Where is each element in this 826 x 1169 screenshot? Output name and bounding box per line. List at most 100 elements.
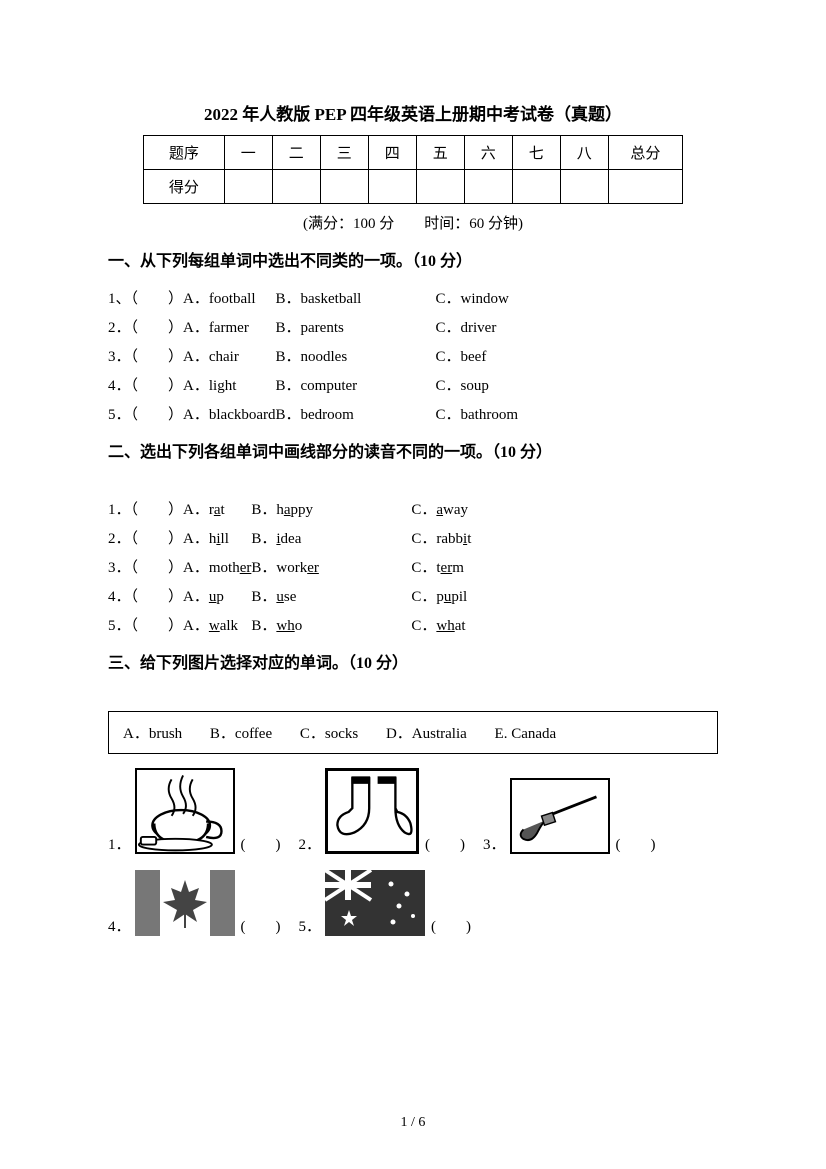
opt-c: C．what [411,610,718,639]
score-cell[interactable] [224,170,272,204]
opt-a: A．farmer [183,320,249,336]
coffee-cup-icon [135,768,235,854]
score-table: 题序 一 二 三 四 五 六 七 八 总分 得分 [143,135,683,204]
col-1: 一 [224,136,272,170]
pic-item-3: 3． ( ) [483,778,656,854]
pic-num-4: 4． [108,915,131,936]
word-d: D．Australia [386,726,467,742]
opt-a: A．mother [183,560,251,576]
australia-flag-icon [325,870,425,936]
q-row: 5．（ ）A．blackboard B．bedroom C．bathroom [108,399,718,428]
word-e: E. Canada [495,726,557,742]
opt-a: A．up [183,589,224,605]
opt-b: B．bedroom [276,399,436,428]
pic-item-4: 4． ( ) [108,870,281,936]
answer-blank[interactable]: ( ) [616,833,656,854]
row2-label: 得分 [144,170,225,204]
opt-c: C．away [411,494,718,523]
q-row: 2．（ ）A．hillB．ideaC．rabbit [108,523,718,552]
col-7: 七 [512,136,560,170]
q-num: 4． [108,589,131,605]
section3-header: 三、给下列图片选择对应的单词。（10 分） [108,649,718,673]
score-cell[interactable] [512,170,560,204]
picture-row-1: 1． ( ) 2． ( ) [108,768,718,860]
opt-b: B．happy [251,494,411,523]
answer-blank[interactable]: ( ) [241,915,281,936]
col-4: 四 [368,136,416,170]
score-cell[interactable] [464,170,512,204]
word-c: C．socks [300,726,358,742]
q-num: 2． [108,531,131,547]
opt-b: B．idea [251,523,411,552]
q-row: 3．（ ）A．motherB．workerC．term [108,552,718,581]
word-bank-box: A．brush B．coffee C．socks D．Australia E. … [108,711,718,754]
opt-a: A．football [183,291,256,307]
canada-flag-icon [135,870,235,936]
opt-c: C．pupil [411,581,718,610]
q-num: 4． [108,378,131,394]
q-num: 5． [108,618,131,634]
opt-a: A．light [183,378,236,394]
socks-icon [325,768,419,854]
score-cell[interactable] [272,170,320,204]
section2-header: 二、选出下列各组单词中画线部分的读音不同的一项。（10 分） [108,438,718,462]
opt-c: C．driver [436,312,719,341]
opt-a: A．hill [183,531,229,547]
answer-blank[interactable]: ( ) [241,833,281,854]
page-number: 1 / 6 [0,1115,826,1131]
pic-num-1: 1． [108,833,131,854]
col-6: 六 [464,136,512,170]
pic-item-5: 5． ( ) [299,870,472,936]
opt-a: A．chair [183,349,239,365]
pic-item-2: 2． ( ) [299,768,466,854]
opt-c: C．soup [436,370,719,399]
q-row: 4．（ ）A．light B．computer C．soup [108,370,718,399]
opt-b: B．parents [276,312,436,341]
q-row: 5．（ ）A．walkB．whoC．what [108,610,718,639]
score-cell[interactable] [368,170,416,204]
col-3: 三 [320,136,368,170]
answer-blank[interactable]: ( ) [425,833,465,854]
brush-icon [510,778,610,854]
col-total: 总分 [608,136,682,170]
q-num: 2． [108,320,131,336]
section2-table: 1．（ ）A．ratB．happyC．away2．（ ）A．hillB．idea… [108,494,718,639]
pic-num-2: 2． [299,833,322,854]
section1-header: 一、从下列每组单词中选出不同类的一项。（10 分） [108,247,718,271]
score-header-row: 题序 一 二 三 四 五 六 七 八 总分 [144,136,683,170]
col-2: 二 [272,136,320,170]
pic-num-3: 3． [483,833,506,854]
meta-line: (满分：100 分 时间：60 分钟) [108,212,718,233]
opt-b: B．who [251,610,411,639]
col-8: 八 [560,136,608,170]
word-a: A．brush [123,726,182,742]
score-input-row: 得分 [144,170,683,204]
opt-c: C．rabbit [411,523,718,552]
col-5: 五 [416,136,464,170]
q-num: 3． [108,349,131,365]
q-num: 5． [108,407,131,423]
opt-c: C．term [411,552,718,581]
picture-row-2: 4． ( ) 5． [108,870,718,942]
opt-b: B．noodles [276,341,436,370]
q-row: 2．（ ）A．farmer B．parents C．driver [108,312,718,341]
section1-table: 1、（ ）A．football B．basketball C．window 2．… [108,283,718,428]
pic-num-5: 5． [299,915,322,936]
score-total-cell[interactable] [608,170,682,204]
opt-b: B．worker [251,552,411,581]
opt-b: B．use [251,581,411,610]
q-num: 3． [108,560,131,576]
score-cell[interactable] [416,170,464,204]
opt-c: C．beef [436,341,719,370]
score-cell[interactable] [560,170,608,204]
q-row: 1．（ ）A．ratB．happyC．away [108,494,718,523]
q-row: 1、（ ）A．football B．basketball C．window [108,283,718,312]
word-b: B．coffee [210,726,272,742]
score-cell[interactable] [320,170,368,204]
q-num: 1、 [108,291,131,307]
row1-label: 题序 [144,136,225,170]
opt-c: C．bathroom [436,399,719,428]
q-row: 4．（ ）A．upB．useC．pupil [108,581,718,610]
answer-blank[interactable]: ( ) [431,915,471,936]
q-num: 1． [108,502,131,518]
